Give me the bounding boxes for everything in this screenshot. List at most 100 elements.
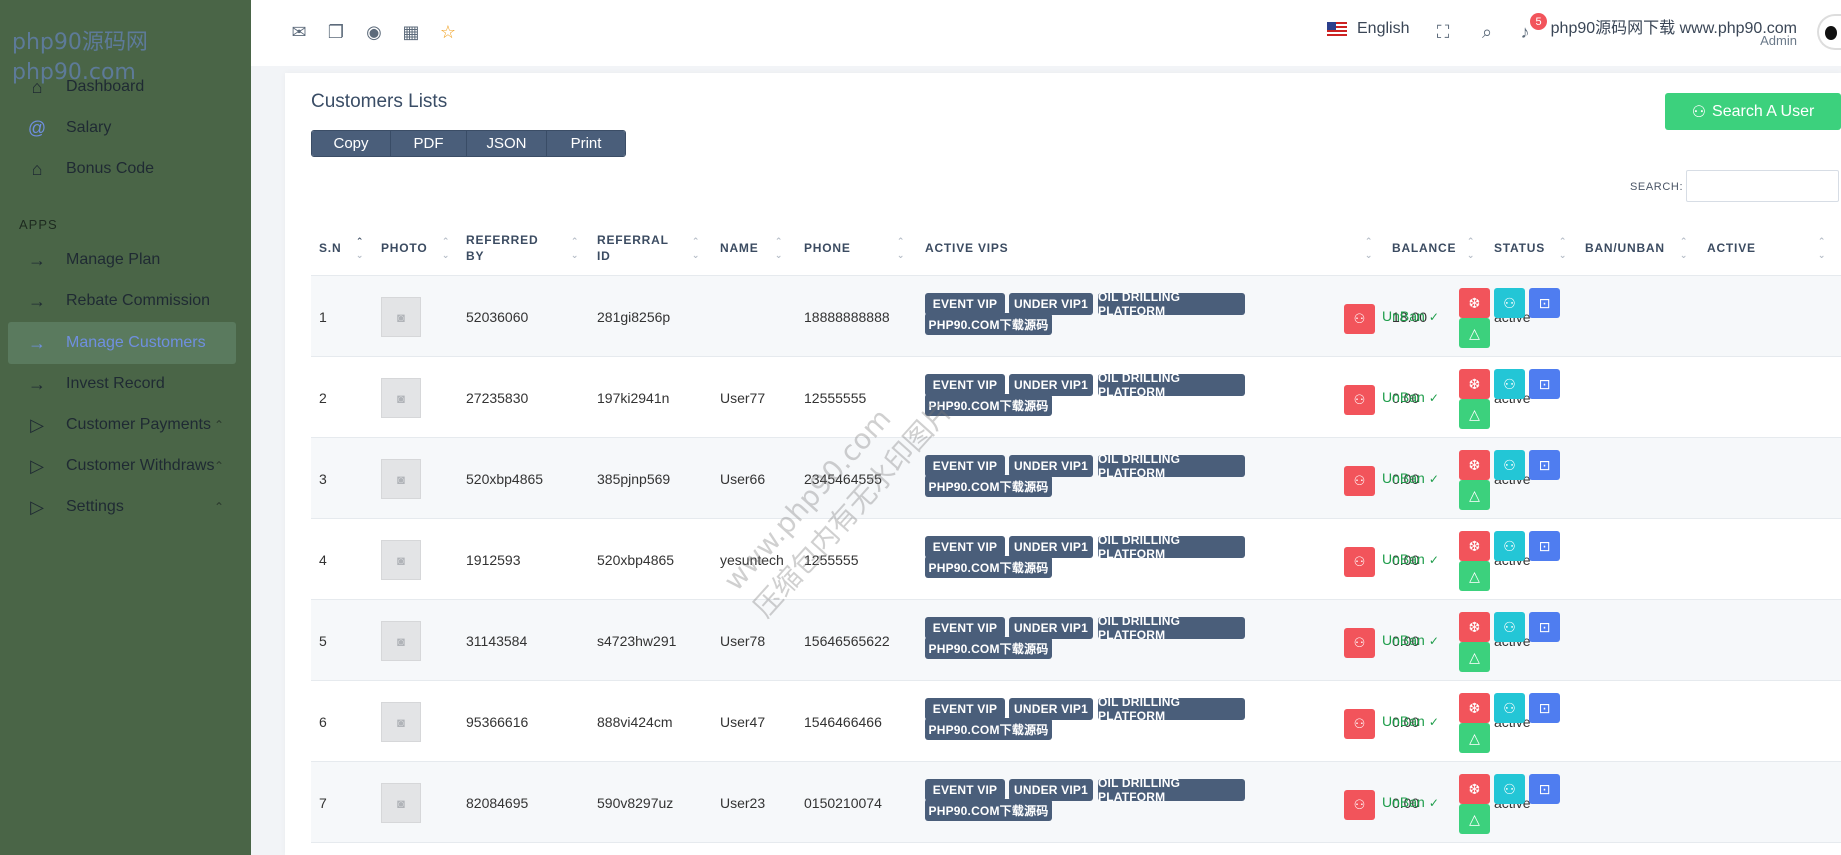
upgrade-button[interactable]: △ <box>1459 399 1490 429</box>
col-label: PHOTO <box>381 241 428 255</box>
sidebar-item-customer-withdraws[interactable]: ▷ Customer Withdraws ⌃ <box>8 445 236 487</box>
camera-icon: ◙ <box>381 621 421 661</box>
sidebar-item-settings[interactable]: ▷ Settings ⌃ <box>8 486 236 528</box>
ban-user-button[interactable]: ⚇ <box>1344 709 1375 739</box>
col-name[interactable]: NAME ⌃ ⌄ <box>712 220 796 276</box>
cell-name: yesuntech <box>720 551 784 568</box>
cell-referred-by: 31143584 <box>466 632 528 649</box>
cell-name: User47 <box>720 713 766 730</box>
gift-button[interactable]: ❆ <box>1459 531 1490 561</box>
play-icon: ▷ <box>30 496 44 517</box>
sidebar-item-salary[interactable]: @ Salary <box>8 107 236 149</box>
sort-icon: ⌃ ⌄ <box>441 236 451 260</box>
ban-user-button[interactable]: ⚇ <box>1344 385 1375 415</box>
star-icon[interactable]: ☆ <box>439 21 457 42</box>
user-button[interactable]: ⚇ <box>1494 531 1525 561</box>
gift-button[interactable]: ❆ <box>1459 612 1490 642</box>
sidebar-item-dashboard[interactable]: ⌂ Dashboard <box>8 66 236 108</box>
sidebar-item-manage-customers[interactable]: → Manage Customers <box>8 322 236 364</box>
sort-icon: ⌃ ⌄ <box>896 236 906 260</box>
lock-button[interactable]: ⊡ <box>1529 612 1560 642</box>
sidebar-item-bonus-code[interactable]: ⌂ Bonus Code <box>8 148 236 190</box>
sidebar-item-invest-record[interactable]: → Invest Record <box>8 363 236 405</box>
user-button[interactable]: ⚇ <box>1494 369 1525 399</box>
user-button[interactable]: ⚇ <box>1494 774 1525 804</box>
sidebar-item-customer-payments[interactable]: ▷ Customer Payments ⌃ <box>8 404 236 446</box>
upgrade-button[interactable]: △ <box>1459 480 1490 510</box>
sidebar-item-label: Manage Customers <box>66 334 206 351</box>
user-button[interactable]: ⚇ <box>1494 693 1525 723</box>
fullscreen-icon[interactable]: ⛶ <box>1436 21 1450 42</box>
col-label: S.N <box>319 241 342 255</box>
upgrade-button[interactable]: △ <box>1459 561 1490 591</box>
gift-button[interactable]: ❆ <box>1459 288 1490 318</box>
search-user-button[interactable]: ⚇ Search A User <box>1665 93 1841 130</box>
check-circle-icon[interactable]: ◉ <box>366 21 382 42</box>
cell-referral-id: 520xbp4865 <box>597 551 675 568</box>
mail-icon[interactable]: ✉ <box>291 21 307 42</box>
ban-user-button[interactable]: ⚇ <box>1344 547 1375 577</box>
arrow-right-icon: → <box>28 290 46 311</box>
col-referred-by[interactable]: REFERRED BY ⌃ ⌄ <box>458 220 589 276</box>
cell-name: User78 <box>720 632 766 649</box>
user-button[interactable]: ⚇ <box>1494 450 1525 480</box>
cell-referred-by: 27235830 <box>466 389 529 406</box>
sidebar-item-label: Customer Payments <box>66 416 211 433</box>
ban-user-button[interactable]: ⚇ <box>1344 304 1375 334</box>
col-photo[interactable]: PHOTO ⌃ ⌄ <box>373 220 458 276</box>
gift-button[interactable]: ❆ <box>1459 774 1490 804</box>
upgrade-button[interactable]: △ <box>1459 723 1490 753</box>
sidebar-item-label: Salary <box>66 119 112 136</box>
gift-button[interactable]: ❆ <box>1459 369 1490 399</box>
upgrade-button[interactable]: △ <box>1459 642 1490 672</box>
upgrade-button[interactable]: △ <box>1459 804 1490 834</box>
ban-user-button[interactable]: ⚇ <box>1344 790 1375 820</box>
user-name[interactable]: php90源码网下载 www.php90.com <box>1550 20 1797 37</box>
ban-user-button[interactable]: ⚇ <box>1344 628 1375 658</box>
sidebar-item-label: Dashboard <box>66 78 145 95</box>
col-ban-unban[interactable]: BAN/UNBAN ⌃ ⌄ <box>1577 220 1699 276</box>
col-phone[interactable]: PHONE ⌃ ⌄ <box>796 220 917 276</box>
lock-button[interactable]: ⊡ <box>1529 450 1560 480</box>
search-input[interactable] <box>1686 170 1839 202</box>
col-sn[interactable]: S.N ⌃ ⌄ <box>311 220 373 276</box>
search-icon[interactable]: ⌕ <box>1481 21 1493 42</box>
col-status[interactable]: STATUS ⌃ ⌄ <box>1486 220 1577 276</box>
user-button[interactable]: ⚇ <box>1494 612 1525 642</box>
calendar-icon[interactable]: ▦ <box>402 21 420 42</box>
col-active[interactable]: ACTIVE ⌃ ⌄ <box>1699 220 1836 276</box>
gift-button[interactable]: ❆ <box>1459 450 1490 480</box>
col-active-vips[interactable]: ACTIVE VIPS ⌃ ⌄ <box>917 220 1384 276</box>
chat-icon[interactable]: ❐ <box>327 21 345 42</box>
gift-button[interactable]: ❆ <box>1459 693 1490 723</box>
unban-status: UnBan ✓ <box>1382 713 1439 729</box>
upgrade-button[interactable]: △ <box>1459 318 1490 348</box>
pdf-button[interactable]: PDF <box>391 131 467 156</box>
lock-button[interactable]: ⊡ <box>1529 693 1560 723</box>
user-button[interactable]: ⚇ <box>1494 288 1525 318</box>
col-referral-id[interactable]: REFERRAL ID ⌃ ⌄ <box>589 220 712 276</box>
col-label: REFERRED BY <box>466 233 539 263</box>
language-selector[interactable]: English <box>1327 20 1409 38</box>
copy-button[interactable]: Copy <box>312 131 391 156</box>
sidebar-item-manage-plan[interactable]: → Manage Plan <box>8 239 236 281</box>
home-icon: ⌂ <box>31 158 43 179</box>
lock-button[interactable]: ⊡ <box>1529 774 1560 804</box>
print-button[interactable]: Print <box>547 131 625 156</box>
json-button[interactable]: JSON <box>467 131 547 156</box>
unban-label: UnBan <box>1382 389 1425 405</box>
lock-button[interactable]: ⊡ <box>1529 369 1560 399</box>
avatar[interactable] <box>1817 14 1841 50</box>
ban-user-button[interactable]: ⚇ <box>1344 466 1375 496</box>
camera-icon: ◙ <box>381 783 421 823</box>
unban-label: UnBan <box>1382 632 1425 648</box>
vip-badge: OIL DRILLING PLATFORM <box>1098 614 1245 642</box>
sidebar-item-rebate-commission[interactable]: → Rebate Commission <box>8 280 236 322</box>
lock-button[interactable]: ⊡ <box>1529 288 1560 318</box>
lock-button[interactable]: ⊡ <box>1529 531 1560 561</box>
cell-referred-by: 82084695 <box>466 794 529 811</box>
cell-name <box>712 276 796 357</box>
col-balance[interactable]: BALANCE ⌃ ⌄ <box>1384 220 1486 276</box>
search-label: SEARCH: <box>1630 181 1684 193</box>
bell-icon[interactable]: ♪ <box>1520 21 1530 42</box>
